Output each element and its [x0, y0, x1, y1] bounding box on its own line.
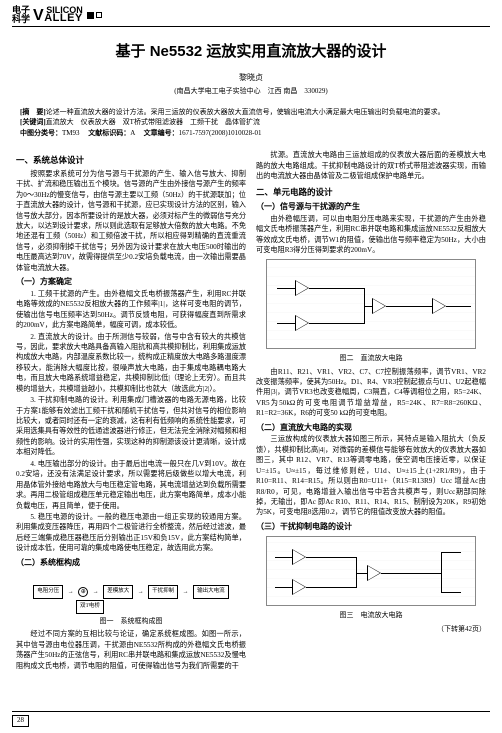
heading-scheme: （一）方案确定 — [16, 276, 246, 288]
heading-sup: （三）干扰抑制电路的设计 — [256, 521, 486, 533]
author-affiliation: (南昌大学电工电子实验中心 江西 南昌 330029) — [0, 87, 502, 97]
doc-text: A — [130, 129, 135, 137]
para-r3: 三运放构成的仪表放大器如图三所示，其特点是输入阻抗大（负反馈），共模抑制比高|4… — [256, 434, 486, 518]
abstract-block: [摘 要]论述一种直流放大器的设计方法。采用三运放的仪表放大器放大直流信号，使输… — [20, 107, 482, 139]
opamp-icon — [432, 298, 446, 314]
para-l7: 经过不同方案的互相比较与论证，确定系统框成图。如图一所示，其中信号源由电位器压调… — [16, 629, 246, 671]
para-l1: 按照要求系统可分为信号源与干扰源的产生、输入信号放大、抑制干扰、扩流和稳压输出五… — [16, 169, 246, 273]
bd-node-side: 双T电桥 — [76, 600, 104, 614]
para-l5: 4. 电压输出部分的设计。由于最后出电流一般只在几V到10V。故在0.2安培，还… — [16, 459, 246, 511]
figure-circuit-3 — [266, 536, 476, 606]
heading-dc: （二）直流放大电路的实现 — [256, 422, 486, 434]
heading-block: （二）系统框构成 — [16, 557, 246, 569]
journal-header: 电子 科学 V SILICON ALLEY — [0, 0, 502, 26]
header-valley: ALLEY — [44, 14, 83, 24]
bd-node-4: 输出大电流 — [193, 585, 229, 599]
keywords-text: 直流放大 仪表放大器 双T桥式带阻滤波器 工频干扰 晶体管扩流 — [46, 118, 260, 126]
opamp-icon — [367, 565, 381, 581]
clc-text: TM93 — [62, 129, 80, 137]
opamp-icon — [295, 315, 309, 331]
paper-title: 基于 Ne5532 运放实用直流放大器的设计 — [0, 41, 502, 62]
bd-sum-node: ⊕ — [78, 587, 88, 597]
opamp-icon — [372, 298, 386, 314]
abstract-text: 论述一种直流放大器的设计方法。采用三运放的仪表放大器放大直流信号，使输出电流大小… — [46, 108, 445, 116]
para-r0: 扰源。直流放大电路由三运放组成的仪表放大器后面的差模放大电路的放大电路组成。干扰… — [256, 150, 486, 181]
arrow-icon: → — [93, 588, 99, 597]
para-l4: 3. 干扰抑制电路的设计。利用集成门槽波器的电路无源电路，比较于方案1能够有效滤… — [16, 395, 246, 458]
arrow-icon: → — [138, 588, 144, 597]
abstract-label: [摘 要] — [20, 108, 46, 116]
opamp-icon — [292, 579, 306, 595]
para-l3: 2. 直流放大的设计。由于所测信号较弱，信号中含有较大的共模信号，因此，要求放大… — [16, 332, 246, 395]
keywords-label: [关键词] — [20, 118, 46, 126]
fig3-caption: 图三 电流放大电路 — [256, 610, 486, 620]
header-cn-bottom: 科学 — [12, 15, 30, 24]
fig2-caption: 图二 直流放大电路 — [256, 353, 486, 363]
opamp-icon — [295, 280, 309, 296]
para-l6: 5. 稳压电源的设计。一般的稳压电源由一组正实现的较通用方案。利用集成变压器降压… — [16, 512, 246, 554]
page-footer: 28 — [12, 711, 490, 727]
two-column-body: 一、系统总体设计 按照要求系统可分为信号源与干扰源的产生、输入信号放大、抑制干扰… — [0, 146, 502, 672]
figure-block-diagram: 电阻分压 → ⊕ → 差模放大 → 干扰抑制 → 输出大电流 双T电桥 — [31, 572, 231, 612]
arrow-icon: → — [183, 588, 189, 597]
clc-label: 中图分类号： — [20, 129, 62, 137]
arrow-icon: → — [68, 588, 74, 597]
right-column: 扰源。直流放大电路由三运放组成的仪表放大器后面的差模放大电路的放大电路组成。干扰… — [256, 150, 486, 672]
bd-node-2: 差模放大 — [103, 585, 133, 599]
heading-overall: 一、系统总体设计 — [16, 154, 246, 166]
para-r2: 由R11、R21、VR1、VR2、C7、C7控制振荡频率，调节VR1、VR2改变… — [256, 367, 486, 419]
doc-label: 文献标识码： — [88, 129, 130, 137]
page-number: 28 — [12, 715, 29, 727]
continued-note: （下转第42页） — [256, 624, 486, 634]
author-name: 黎晓贞 — [0, 72, 502, 83]
heading-sig: （一）信号源与干扰源的产生 — [256, 201, 486, 213]
artno-text: 1671-7597(2008)1010028-01 — [179, 129, 262, 137]
opamp-icon — [292, 549, 306, 565]
header-rule — [12, 26, 490, 27]
bd-node-3: 干扰抑制 — [148, 585, 178, 599]
figure-circuit-2 — [266, 259, 476, 349]
left-column: 一、系统总体设计 按照要求系统可分为信号源与干扰源的产生、输入信号放大、抑制干扰… — [16, 150, 246, 672]
heading-unit: 二、单元电路的设计 — [256, 186, 486, 198]
artno-label: 文章编号： — [144, 129, 179, 137]
header-decoration — [87, 12, 102, 19]
valley-v: V — [33, 8, 44, 24]
para-r1: 由外稳幅压调，可以由电阻分压电路来实现，干扰源的产生由外稳幅文氏电桥振荡器产生，… — [256, 214, 486, 256]
bd-node-0: 电阻分压 — [33, 585, 63, 599]
para-l2: 1. 工频干扰源的产生。由外稳幅文氏电桥振荡器产生，利用RC并联电路等效成的NE… — [16, 289, 246, 331]
fig1-caption: 图一 系统框构成图 — [16, 616, 246, 626]
